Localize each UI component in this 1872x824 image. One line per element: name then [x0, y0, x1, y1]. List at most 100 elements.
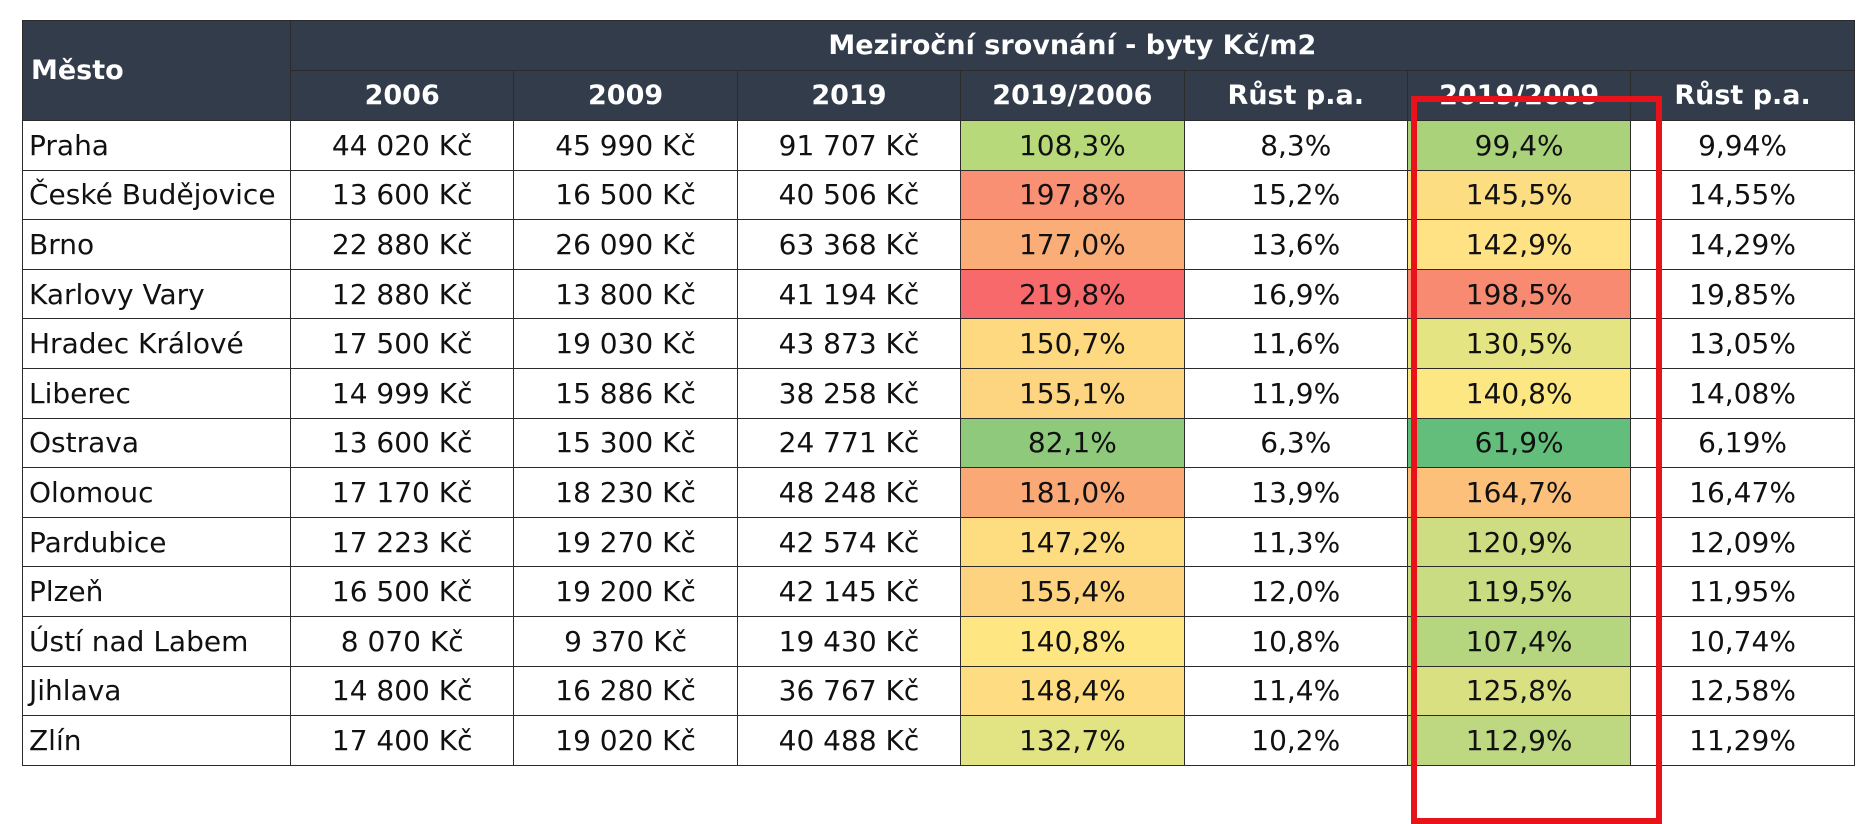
city-cell[interactable]: Ústí nad Labem [22, 615, 291, 667]
growth-pa-2-cell[interactable]: 19,85% [1630, 268, 1855, 320]
ratio-2019-2006-cell[interactable]: 108,3% [960, 120, 1185, 171]
ratio-2019-2009-cell[interactable]: 164,7% [1406, 467, 1632, 518]
city-cell[interactable]: České Budějovice [22, 169, 291, 221]
price-2006-cell[interactable]: 14 999 Kč [289, 367, 515, 419]
ratio-2019-2006-cell[interactable]: 148,4% [960, 665, 1185, 717]
column-header-2009[interactable]: 2009 [513, 70, 738, 121]
price-2019-cell[interactable]: 24 771 Kč [736, 417, 962, 469]
price-2009-cell[interactable]: 15 886 Kč [513, 367, 738, 419]
city-cell[interactable]: Ostrava [22, 417, 291, 469]
growth-pa-1-cell[interactable]: 13,6% [1183, 219, 1408, 270]
ratio-2019-2009-cell[interactable]: 107,4% [1406, 615, 1632, 667]
price-2009-cell[interactable]: 16 280 Kč [513, 665, 738, 717]
city-cell[interactable]: Praha [22, 120, 291, 171]
price-2019-cell[interactable]: 48 248 Kč [736, 467, 962, 518]
growth-pa-1-cell[interactable]: 11,4% [1183, 665, 1408, 717]
price-2019-cell[interactable]: 42 574 Kč [736, 516, 962, 568]
growth-pa-2-cell[interactable]: 13,05% [1630, 318, 1855, 369]
ratio-2019-2009-cell[interactable]: 198,5% [1406, 268, 1632, 320]
ratio-2019-2009-cell[interactable]: 120,9% [1406, 516, 1632, 568]
growth-pa-2-cell[interactable]: 10,74% [1630, 615, 1855, 667]
ratio-2019-2009-cell[interactable]: 99,4% [1406, 120, 1632, 171]
column-header-ratio-2019-2009[interactable]: 2019/2009 [1406, 70, 1632, 121]
growth-pa-1-cell[interactable]: 15,2% [1183, 169, 1408, 221]
growth-pa-2-cell[interactable]: 11,95% [1630, 566, 1855, 617]
price-2019-cell[interactable]: 19 430 Kč [736, 615, 962, 667]
growth-pa-2-cell[interactable]: 9,94% [1630, 120, 1855, 171]
growth-pa-1-cell[interactable]: 11,3% [1183, 516, 1408, 568]
ratio-2019-2009-cell[interactable]: 125,8% [1406, 665, 1632, 717]
price-2009-cell[interactable]: 16 500 Kč [513, 169, 738, 221]
growth-pa-1-cell[interactable]: 11,6% [1183, 318, 1408, 369]
ratio-2019-2006-cell[interactable]: 181,0% [960, 467, 1185, 518]
city-cell[interactable]: Olomouc [22, 467, 291, 518]
growth-pa-1-cell[interactable]: 6,3% [1183, 417, 1408, 469]
price-2009-cell[interactable]: 45 990 Kč [513, 120, 738, 171]
growth-pa-2-cell[interactable]: 14,29% [1630, 219, 1855, 270]
ratio-2019-2009-cell[interactable]: 145,5% [1406, 169, 1632, 221]
growth-pa-2-cell[interactable]: 6,19% [1630, 417, 1855, 469]
growth-pa-1-cell[interactable]: 8,3% [1183, 120, 1408, 171]
price-2006-cell[interactable]: 17 170 Kč [289, 467, 515, 518]
ratio-2019-2009-cell[interactable]: 130,5% [1406, 318, 1632, 369]
column-header-growth-pa-2[interactable]: Růst p.a. [1630, 70, 1855, 121]
growth-pa-2-cell[interactable]: 16,47% [1630, 467, 1855, 518]
growth-pa-2-cell[interactable]: 14,55% [1630, 169, 1855, 221]
price-2009-cell[interactable]: 19 270 Kč [513, 516, 738, 568]
growth-pa-1-cell[interactable]: 10,2% [1183, 715, 1408, 766]
price-2006-cell[interactable]: 17 223 Kč [289, 516, 515, 568]
price-2009-cell[interactable]: 9 370 Kč [513, 615, 738, 667]
ratio-2019-2006-cell[interactable]: 219,8% [960, 268, 1185, 320]
column-header-2019[interactable]: 2019 [736, 70, 962, 121]
column-header-2006[interactable]: 2006 [289, 70, 515, 121]
price-2009-cell[interactable]: 19 020 Kč [513, 715, 738, 766]
growth-pa-2-cell[interactable]: 12,58% [1630, 665, 1855, 717]
price-2019-cell[interactable]: 43 873 Kč [736, 318, 962, 369]
city-column-header[interactable]: Město [22, 20, 291, 121]
ratio-2019-2006-cell[interactable]: 132,7% [960, 715, 1185, 766]
price-2006-cell[interactable]: 16 500 Kč [289, 566, 515, 617]
column-header-ratio-2019-2006[interactable]: 2019/2006 [960, 70, 1185, 121]
growth-pa-1-cell[interactable]: 13,9% [1183, 467, 1408, 518]
city-cell[interactable]: Brno [22, 219, 291, 270]
price-2006-cell[interactable]: 8 070 Kč [289, 615, 515, 667]
ratio-2019-2006-cell[interactable]: 140,8% [960, 615, 1185, 667]
price-2006-cell[interactable]: 22 880 Kč [289, 219, 515, 270]
growth-pa-2-cell[interactable]: 14,08% [1630, 367, 1855, 419]
ratio-2019-2006-cell[interactable]: 155,1% [960, 367, 1185, 419]
price-2009-cell[interactable]: 26 090 Kč [513, 219, 738, 270]
city-cell[interactable]: Zlín [22, 715, 291, 766]
price-2019-cell[interactable]: 63 368 Kč [736, 219, 962, 270]
price-2019-cell[interactable]: 38 258 Kč [736, 367, 962, 419]
price-2006-cell[interactable]: 13 600 Kč [289, 417, 515, 469]
price-2019-cell[interactable]: 40 488 Kč [736, 715, 962, 766]
city-cell[interactable]: Karlovy Vary [22, 268, 291, 320]
price-2006-cell[interactable]: 14 800 Kč [289, 665, 515, 717]
growth-pa-1-cell[interactable]: 12,0% [1183, 566, 1408, 617]
price-2019-cell[interactable]: 42 145 Kč [736, 566, 962, 617]
price-2009-cell[interactable]: 15 300 Kč [513, 417, 738, 469]
price-2009-cell[interactable]: 19 200 Kč [513, 566, 738, 617]
ratio-2019-2009-cell[interactable]: 112,9% [1406, 715, 1632, 766]
column-header-growth-pa-1[interactable]: Růst p.a. [1183, 70, 1408, 121]
ratio-2019-2009-cell[interactable]: 119,5% [1406, 566, 1632, 617]
price-2006-cell[interactable]: 17 500 Kč [289, 318, 515, 369]
price-2006-cell[interactable]: 44 020 Kč [289, 120, 515, 171]
growth-pa-1-cell[interactable]: 11,9% [1183, 367, 1408, 419]
city-cell[interactable]: Hradec Králové [22, 318, 291, 369]
ratio-2019-2009-cell[interactable]: 142,9% [1406, 219, 1632, 270]
city-cell[interactable]: Pardubice [22, 516, 291, 568]
ratio-2019-2006-cell[interactable]: 197,8% [960, 169, 1185, 221]
ratio-2019-2006-cell[interactable]: 82,1% [960, 417, 1185, 469]
price-2006-cell[interactable]: 13 600 Kč [289, 169, 515, 221]
city-cell[interactable]: Plzeň [22, 566, 291, 617]
growth-pa-2-cell[interactable]: 11,29% [1630, 715, 1855, 766]
price-2019-cell[interactable]: 40 506 Kč [736, 169, 962, 221]
ratio-2019-2009-cell[interactable]: 61,9% [1406, 417, 1632, 469]
price-2019-cell[interactable]: 41 194 Kč [736, 268, 962, 320]
city-cell[interactable]: Liberec [22, 367, 291, 419]
price-2006-cell[interactable]: 12 880 Kč [289, 268, 515, 320]
price-2009-cell[interactable]: 13 800 Kč [513, 268, 738, 320]
ratio-2019-2006-cell[interactable]: 177,0% [960, 219, 1185, 270]
growth-pa-1-cell[interactable]: 10,8% [1183, 615, 1408, 667]
